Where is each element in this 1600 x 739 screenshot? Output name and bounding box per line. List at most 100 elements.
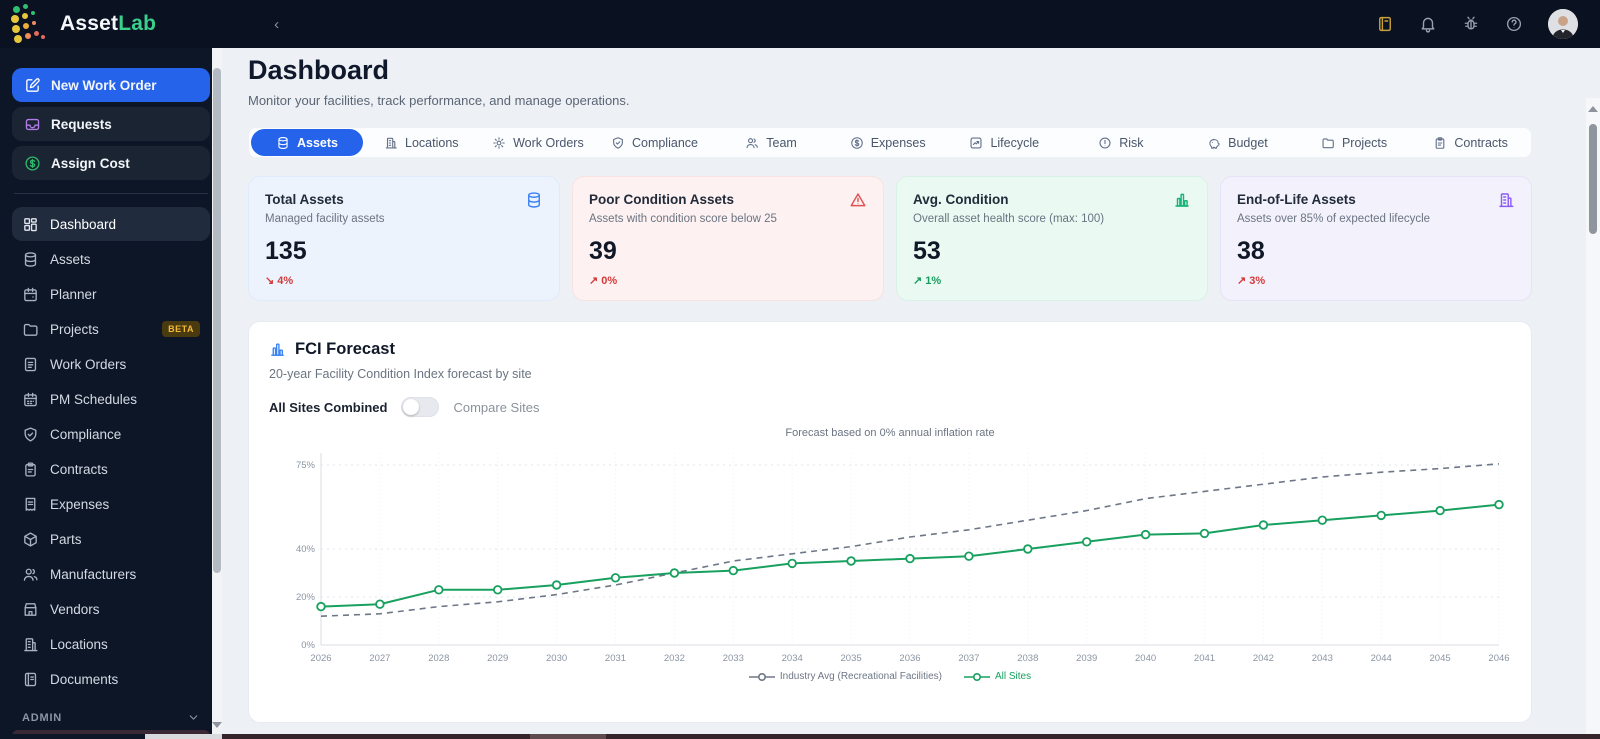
shield-check-icon bbox=[22, 426, 39, 443]
calendar-icon bbox=[22, 286, 39, 303]
database-icon bbox=[276, 136, 290, 150]
section-label: ADMIN bbox=[22, 711, 63, 724]
tab-label: Locations bbox=[405, 135, 459, 150]
horizontal-scrollbar-thumb[interactable] bbox=[530, 734, 606, 739]
sidebar-collapse-button[interactable]: ‹ bbox=[274, 15, 280, 33]
tab-lifecycle[interactable]: Lifecycle bbox=[946, 129, 1063, 156]
nav-label: Assets bbox=[50, 251, 91, 267]
legend-item[interactable]: All Sites bbox=[963, 671, 1031, 682]
sidebar-item-parts[interactable]: Parts bbox=[12, 522, 210, 556]
sidebar-scrollbar[interactable] bbox=[212, 48, 222, 734]
tab-label: Work Orders bbox=[513, 135, 584, 150]
stat-value: 135 bbox=[265, 237, 307, 265]
svg-text:0%: 0% bbox=[301, 640, 315, 651]
sidebar-item-locations[interactable]: Locations bbox=[12, 627, 210, 661]
lifecycle-trend-icon bbox=[969, 136, 983, 150]
chart-legend: Industry Avg (Recreational Facilities) Al… bbox=[269, 671, 1511, 682]
assign-cost-button[interactable]: Assign Cost bbox=[12, 146, 210, 180]
tab-assets[interactable]: Assets bbox=[251, 129, 363, 156]
vertical-scrollbar-thumb[interactable] bbox=[1589, 124, 1597, 234]
sidebar-item-assets[interactable]: Assets bbox=[12, 242, 210, 276]
sidebar-item-documents[interactable]: Documents bbox=[12, 662, 210, 696]
changelog-book-icon[interactable] bbox=[1376, 15, 1394, 33]
tab-compliance[interactable]: Compliance bbox=[596, 129, 713, 156]
scroll-down-arrow-icon[interactable] bbox=[212, 722, 222, 728]
svg-text:2027: 2027 bbox=[369, 653, 390, 664]
database-icon bbox=[22, 251, 39, 268]
tab-locations[interactable]: Locations bbox=[363, 129, 480, 156]
forecast-subtitle: 20-year Facility Condition Index forecas… bbox=[269, 367, 532, 381]
stat-value: 38 bbox=[1237, 237, 1265, 265]
stat-subtitle: Managed facility assets bbox=[265, 213, 385, 225]
svg-text:2045: 2045 bbox=[1430, 653, 1451, 664]
folder-icon bbox=[1321, 136, 1335, 150]
sidebar-item-pm-schedules[interactable]: PM Schedules bbox=[12, 382, 210, 416]
chart-annotation: Forecast based on 0% annual inflation ra… bbox=[785, 427, 995, 439]
new-work-order-button[interactable]: New Work Order bbox=[12, 68, 210, 102]
topbar: AssetLab ‹ bbox=[0, 0, 1600, 48]
svg-text:2034: 2034 bbox=[782, 653, 803, 664]
stat-subtitle: Overall asset health score (max: 100) bbox=[913, 213, 1105, 225]
compare-sites-toggle[interactable] bbox=[401, 397, 440, 417]
report-bug-icon[interactable] bbox=[1462, 15, 1480, 33]
action-label: Assign Cost bbox=[51, 155, 130, 171]
delta-value: 4% bbox=[277, 275, 294, 287]
trend-down-icon: ↘ bbox=[265, 275, 275, 287]
sidebar-item-planner[interactable]: Planner bbox=[12, 277, 210, 311]
svg-text:2041: 2041 bbox=[1194, 653, 1215, 664]
page-subtitle: Monitor your facilities, track performan… bbox=[248, 93, 630, 108]
sidebar-item-contracts[interactable]: Contracts bbox=[12, 452, 210, 486]
tab-label: Compliance bbox=[631, 135, 698, 150]
tab-label: Contracts bbox=[1454, 135, 1508, 150]
tab-work-orders[interactable]: Work Orders bbox=[480, 129, 597, 156]
svg-text:2031: 2031 bbox=[605, 653, 626, 664]
tab-budget[interactable]: Budget bbox=[1179, 129, 1296, 156]
tab-team[interactable]: Team bbox=[713, 129, 830, 156]
nav-label: Projects bbox=[50, 321, 99, 337]
scroll-up-arrow-icon[interactable] bbox=[1588, 106, 1598, 112]
building-icon bbox=[384, 136, 398, 150]
legend-item[interactable]: Industry Avg (Recreational Facilities) bbox=[748, 671, 942, 682]
admin-section-header[interactable]: ADMIN bbox=[12, 697, 210, 730]
tab-contracts[interactable]: Contracts bbox=[1412, 129, 1529, 156]
notifications-bell-icon[interactable] bbox=[1419, 15, 1437, 33]
shield-check-icon bbox=[611, 136, 625, 150]
tab-label: Team bbox=[766, 135, 797, 150]
requests-button[interactable]: Requests bbox=[12, 107, 210, 141]
document-icon bbox=[22, 356, 39, 373]
nav-label: Contracts bbox=[50, 461, 108, 477]
beta-badge: BETA bbox=[162, 321, 200, 337]
nav-label: Planner bbox=[50, 286, 97, 302]
horizontal-scrollbar[interactable] bbox=[0, 734, 1600, 739]
sidebar-item-compliance[interactable]: Compliance bbox=[12, 417, 210, 451]
sidebar: New Work Order Requests Assign Cost Dash… bbox=[0, 48, 222, 734]
tab-projects[interactable]: Projects bbox=[1296, 129, 1413, 156]
tab-expenses[interactable]: Expenses bbox=[829, 129, 946, 156]
sidebar-item-work-orders[interactable]: Work Orders bbox=[12, 347, 210, 381]
action-label: Requests bbox=[51, 116, 112, 132]
svg-text:2040: 2040 bbox=[1135, 653, 1156, 664]
brand-logo-icon bbox=[10, 4, 48, 44]
sidebar-item-manufacturers[interactable]: Manufacturers bbox=[12, 557, 210, 591]
user-avatar[interactable] bbox=[1548, 9, 1578, 39]
horizontal-scrollbar-track[interactable] bbox=[222, 734, 1600, 739]
store-icon bbox=[22, 601, 39, 618]
svg-text:2036: 2036 bbox=[899, 653, 920, 664]
brand-logo[interactable]: AssetLab bbox=[0, 4, 156, 44]
sidebar-item-expenses[interactable]: Expenses bbox=[12, 487, 210, 521]
svg-text:2035: 2035 bbox=[841, 653, 862, 664]
tab-risk[interactable]: Risk bbox=[1063, 129, 1180, 156]
vertical-scrollbar[interactable] bbox=[1586, 98, 1600, 739]
sidebar-item-dashboard[interactable]: Dashboard bbox=[12, 207, 210, 241]
bar-chart-icon bbox=[1173, 191, 1191, 209]
svg-text:2043: 2043 bbox=[1312, 653, 1333, 664]
sidebar-item-projects[interactable]: Projects BETA bbox=[12, 312, 210, 346]
sidebar-item-vendors[interactable]: Vendors bbox=[12, 592, 210, 626]
nav-label: Compliance bbox=[50, 426, 122, 442]
delta-value: 3% bbox=[1249, 275, 1266, 287]
stat-card-total-assets: Total Assets Managed facility assets 135… bbox=[248, 176, 560, 301]
sidebar-item-organization-clipped[interactable]: ORGANIZATION bbox=[12, 730, 210, 734]
sidebar-scrollbar-thumb[interactable] bbox=[213, 68, 221, 573]
help-icon[interactable] bbox=[1505, 15, 1523, 33]
